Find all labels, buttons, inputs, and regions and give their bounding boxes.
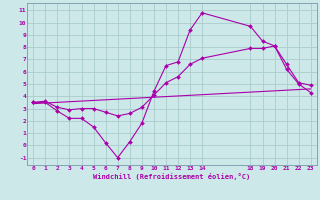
X-axis label: Windchill (Refroidissement éolien,°C): Windchill (Refroidissement éolien,°C) bbox=[93, 172, 251, 180]
